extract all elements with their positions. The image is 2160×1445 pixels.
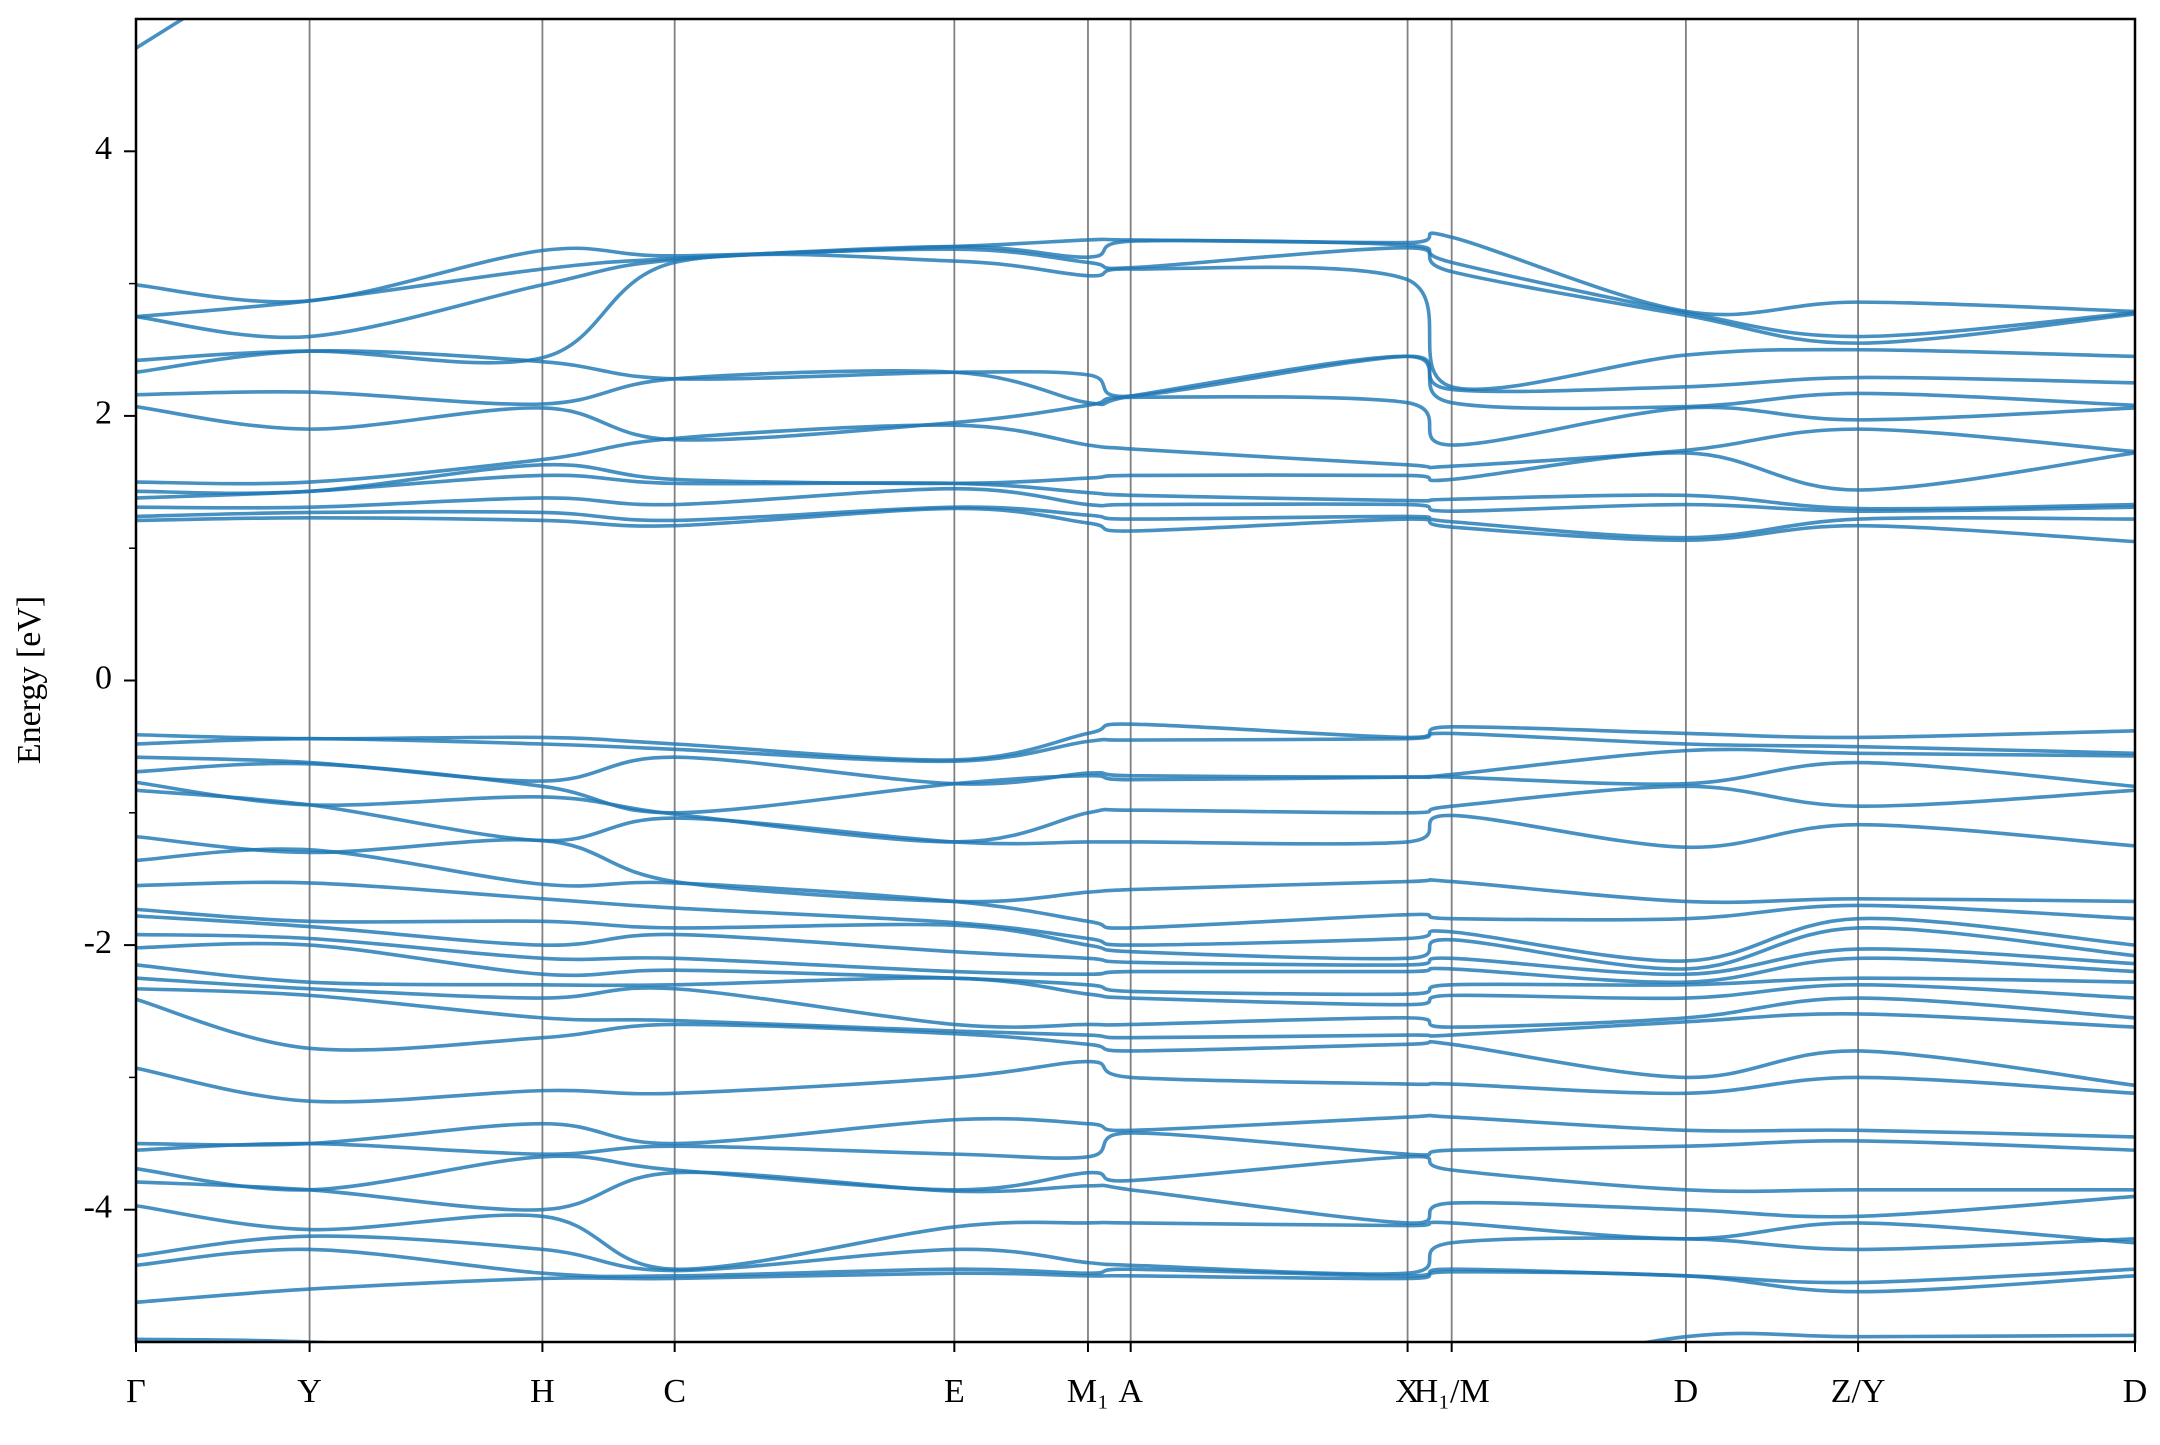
y-tick-label: 4 <box>95 130 112 167</box>
band-line <box>136 1170 2135 1225</box>
band-line <box>136 246 2135 345</box>
band-line <box>136 506 2135 544</box>
grid <box>135 19 2136 1342</box>
band-line <box>136 1059 2135 1104</box>
band-line <box>136 722 2135 762</box>
band-line <box>136 354 2135 411</box>
band-line <box>136 1269 2135 1305</box>
bands <box>136 19 2135 1342</box>
band-line <box>136 760 2135 815</box>
band-line <box>136 19 186 50</box>
band-line <box>136 394 2135 447</box>
band-line <box>136 880 2135 963</box>
band-line <box>136 780 2135 844</box>
band-line <box>136 473 2135 511</box>
band-line <box>136 238 2135 339</box>
x-tick-label: A <box>1118 1373 1143 1410</box>
y-tick-label: 2 <box>95 395 112 432</box>
band-line <box>136 423 2135 486</box>
x-tick-label: D <box>1674 1373 1699 1410</box>
band-line <box>136 1154 2135 1194</box>
y-tick-label: -2 <box>84 924 112 961</box>
band-line <box>136 907 2135 971</box>
band-line <box>136 1331 2135 1342</box>
x-tick-label: X <box>1395 1373 1420 1410</box>
x-tick-label: M₁ <box>1067 1373 1109 1410</box>
band-line <box>136 914 2135 977</box>
band-line <box>136 486 2135 513</box>
x-tick-label: H <box>530 1373 555 1410</box>
plot-frame <box>134 17 2137 1344</box>
band-line <box>136 1203 2135 1272</box>
y-axis-label: Energy [eV] <box>11 596 48 764</box>
band-line <box>136 505 2135 540</box>
x-tick-label: H₁/M <box>1414 1373 1490 1410</box>
band-line <box>136 231 2135 317</box>
band-line <box>136 997 2135 1088</box>
band-line <box>136 788 2135 850</box>
band-line <box>136 963 2135 1007</box>
x-tick-label: D <box>2123 1373 2148 1410</box>
x-tick-label: C <box>663 1373 686 1410</box>
band-line <box>136 976 2135 1029</box>
band-line <box>136 349 2135 399</box>
band-line <box>136 1131 2135 1160</box>
band-line <box>136 252 2135 392</box>
y-tick-label: 0 <box>95 659 112 696</box>
x-tick-label: E <box>944 1373 965 1410</box>
band-line <box>136 1234 2135 1276</box>
band-line <box>136 847 2135 930</box>
x-tick-label: Γ <box>126 1373 146 1410</box>
x-tick-label: Y <box>297 1373 322 1410</box>
axes: Γ Y H C E M₁ A XH₁/M D Z/Y D -4 -2 0 2 4 <box>84 130 2148 1410</box>
band-line <box>136 986 2135 1040</box>
band-line <box>136 451 2135 496</box>
band-line <box>136 941 2135 997</box>
band-line <box>136 731 2135 764</box>
band-line <box>136 834 2135 905</box>
x-tick-label: Z/Y <box>1831 1373 1886 1410</box>
y-tick-label: -4 <box>84 1188 112 1225</box>
band-line <box>136 932 2135 985</box>
band-line <box>136 1247 2135 1285</box>
band-line <box>136 1113 2135 1147</box>
